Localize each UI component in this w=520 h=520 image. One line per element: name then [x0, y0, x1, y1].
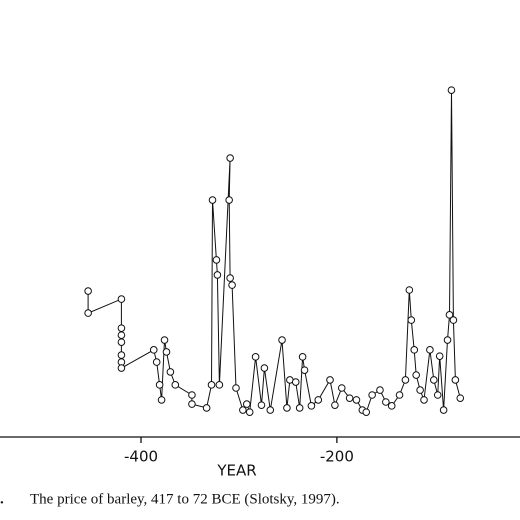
data-point — [208, 196, 217, 204]
caption: The price of barley, 417 to 72 BCE (Slot… — [30, 491, 340, 507]
data-point — [155, 381, 164, 389]
data-point — [251, 353, 260, 361]
data-point — [188, 400, 196, 408]
data-point — [401, 376, 410, 384]
data-point — [387, 402, 396, 410]
data-point — [226, 274, 234, 282]
data-point — [215, 381, 224, 389]
data-point — [226, 154, 234, 162]
data-point — [117, 331, 126, 339]
data-point — [407, 316, 416, 324]
data-point — [326, 376, 334, 384]
x-tick-label: -400 — [124, 448, 158, 466]
data-point — [405, 286, 414, 294]
data-point — [433, 391, 442, 399]
data-point — [213, 271, 222, 279]
data-point — [117, 338, 126, 346]
x-axis-label: YEAR — [216, 462, 256, 480]
data-point — [166, 368, 175, 376]
data-point — [257, 401, 266, 409]
data-point — [376, 386, 384, 394]
data-point — [295, 404, 304, 412]
data-point — [362, 408, 371, 416]
data-point — [445, 311, 454, 319]
data-point — [430, 376, 438, 384]
data-point — [382, 398, 390, 406]
data-point — [225, 196, 233, 204]
data-point — [449, 316, 458, 324]
data-point — [420, 396, 428, 404]
data-point — [368, 391, 376, 399]
data-point — [300, 366, 309, 374]
data-point — [188, 391, 196, 399]
data-point — [439, 406, 448, 414]
data-point — [84, 287, 92, 295]
data-point — [228, 281, 236, 289]
data-point — [443, 336, 452, 344]
data-point — [345, 394, 354, 402]
data-point — [447, 86, 456, 94]
data-point — [307, 402, 316, 410]
data-point — [451, 376, 460, 384]
data-point — [266, 406, 275, 414]
data-point — [232, 384, 240, 392]
data-point — [239, 406, 247, 414]
data-point — [298, 353, 307, 361]
data-point — [157, 396, 166, 404]
data-point — [160, 336, 169, 344]
data-point — [283, 404, 291, 412]
data-point — [117, 351, 126, 359]
x-tick-label: -200 — [320, 448, 354, 466]
data-point — [395, 391, 404, 399]
data-point — [410, 346, 419, 354]
data-line — [87, 90, 461, 413]
data-point — [245, 408, 254, 416]
data-point — [456, 394, 465, 402]
data-point — [84, 309, 92, 317]
data-point — [291, 378, 300, 386]
data-point — [331, 401, 339, 409]
data-point — [171, 381, 180, 389]
data-point — [337, 384, 346, 392]
figure-label: . — [0, 491, 4, 507]
data-point — [314, 396, 323, 404]
data-point — [260, 364, 269, 372]
data-point — [117, 324, 126, 332]
data-point — [202, 404, 211, 412]
data-point — [212, 256, 221, 264]
data-point — [117, 364, 126, 372]
data-point — [416, 386, 424, 394]
data-point — [152, 358, 161, 366]
data-point — [435, 352, 444, 360]
data-point — [278, 336, 286, 344]
data-point — [242, 400, 251, 408]
data-point — [117, 295, 126, 303]
data-point — [352, 396, 361, 404]
data-point — [149, 346, 158, 354]
data-point — [426, 346, 434, 354]
data-point — [207, 381, 216, 389]
data-point — [412, 371, 420, 379]
data-point — [162, 348, 171, 356]
